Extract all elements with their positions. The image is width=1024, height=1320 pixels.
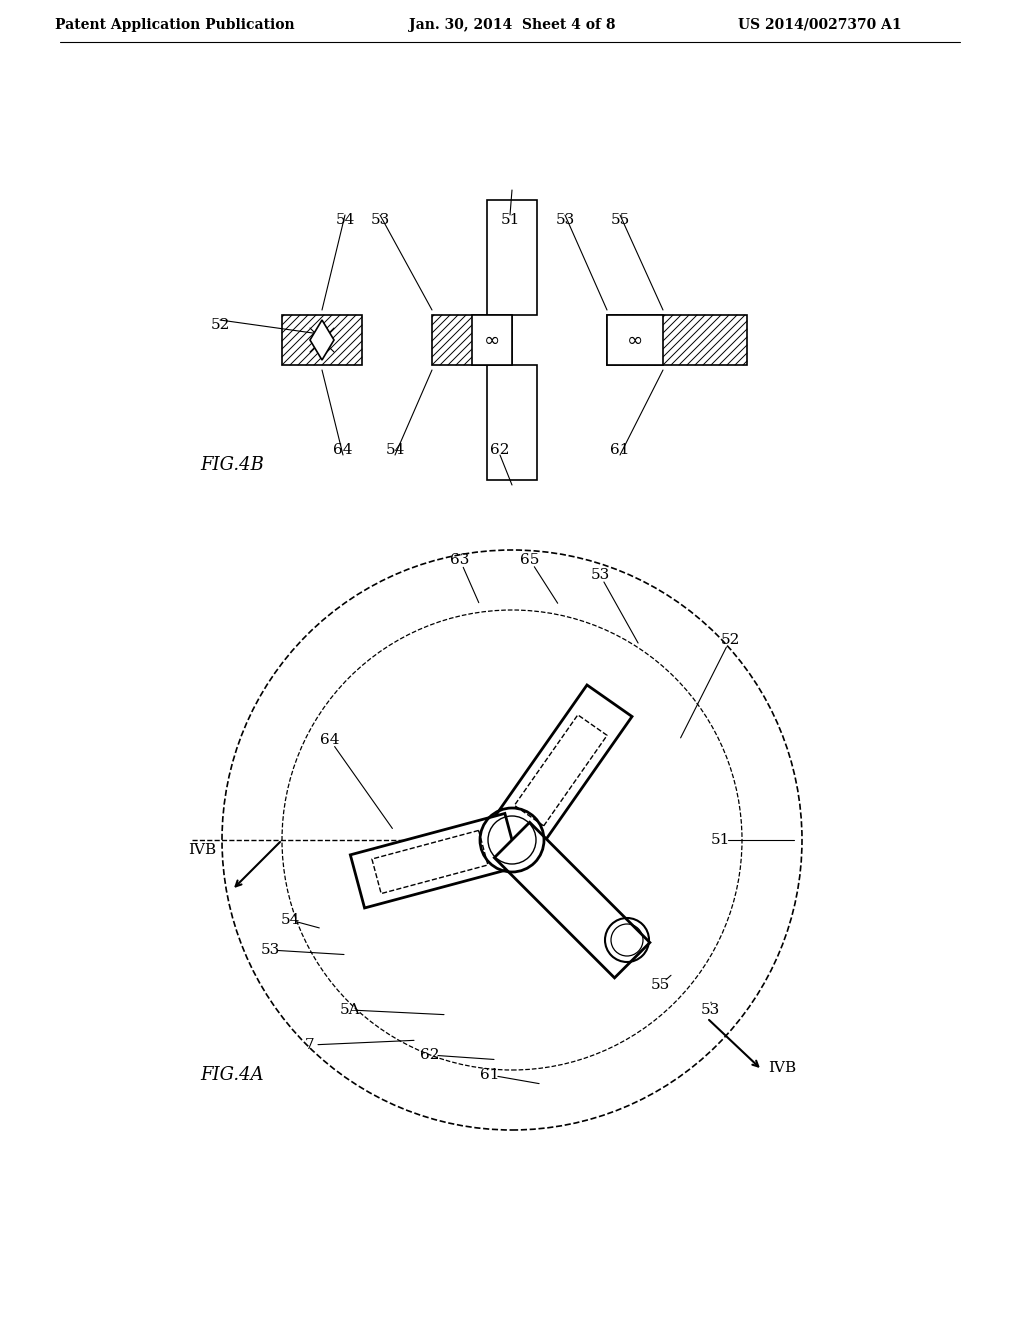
Text: Patent Application Publication: Patent Application Publication xyxy=(55,18,295,32)
Bar xyxy=(487,366,537,480)
Text: 53: 53 xyxy=(260,942,280,957)
Text: FIG.4B: FIG.4B xyxy=(200,455,264,474)
Text: US 2014/0027370 A1: US 2014/0027370 A1 xyxy=(738,18,902,32)
Bar xyxy=(607,315,746,366)
Polygon shape xyxy=(495,822,650,978)
Text: 65: 65 xyxy=(520,553,540,568)
Bar xyxy=(607,315,663,366)
Text: 51: 51 xyxy=(711,833,730,847)
Bar xyxy=(472,315,512,366)
Text: 54: 54 xyxy=(335,213,354,227)
Bar xyxy=(282,315,362,366)
Text: 52: 52 xyxy=(210,318,229,333)
Text: 64: 64 xyxy=(321,733,340,747)
Text: 7: 7 xyxy=(305,1038,314,1052)
Polygon shape xyxy=(310,319,334,360)
Text: 52: 52 xyxy=(720,634,739,647)
Text: 53: 53 xyxy=(555,213,574,227)
Text: 63: 63 xyxy=(451,553,470,568)
Text: 54: 54 xyxy=(385,444,404,457)
Text: 61: 61 xyxy=(480,1068,500,1082)
Text: 55: 55 xyxy=(610,213,630,227)
Bar xyxy=(487,201,537,315)
Polygon shape xyxy=(489,685,632,855)
Text: 53: 53 xyxy=(591,568,609,582)
Text: 5A: 5A xyxy=(340,1003,360,1016)
Text: 62: 62 xyxy=(420,1048,439,1063)
Text: IVB: IVB xyxy=(768,1061,796,1074)
Text: 62: 62 xyxy=(490,444,510,457)
Text: 51: 51 xyxy=(501,213,520,227)
Text: 61: 61 xyxy=(610,444,630,457)
Text: FIG.4A: FIG.4A xyxy=(200,1067,263,1084)
Text: Jan. 30, 2014  Sheet 4 of 8: Jan. 30, 2014 Sheet 4 of 8 xyxy=(409,18,615,32)
Text: 53: 53 xyxy=(371,213,389,227)
Text: ∞: ∞ xyxy=(627,330,643,350)
Text: IVB: IVB xyxy=(188,843,216,857)
Text: 53: 53 xyxy=(700,1003,720,1016)
Text: ∞: ∞ xyxy=(484,330,500,350)
Text: 54: 54 xyxy=(281,913,300,927)
Text: 64: 64 xyxy=(333,444,352,457)
Bar xyxy=(432,315,512,366)
Text: 55: 55 xyxy=(650,978,670,993)
Polygon shape xyxy=(350,813,519,908)
